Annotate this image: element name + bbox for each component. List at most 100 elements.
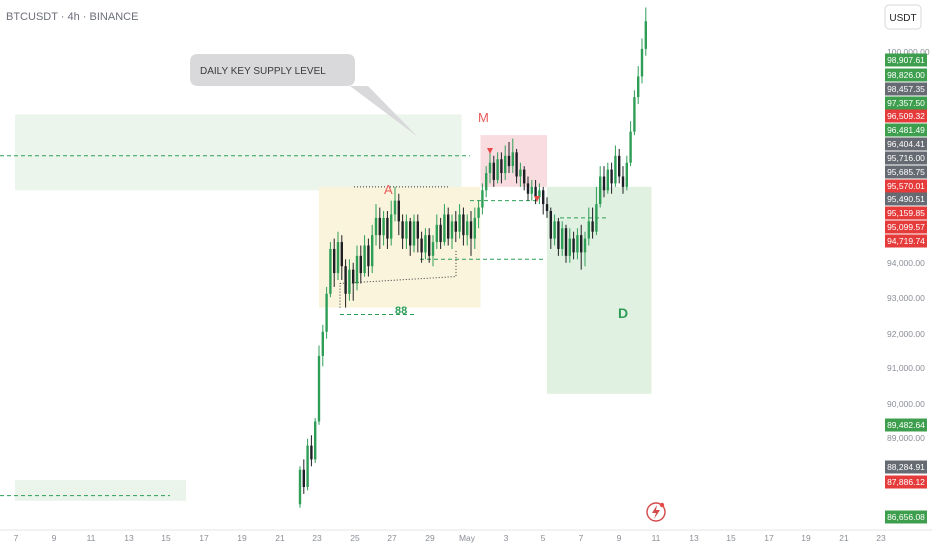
price-label-box [885,165,927,179]
candle-body [431,242,435,256]
candle-body [439,224,442,243]
candle-body [564,228,568,256]
candle-body [374,217,378,236]
candle-body [450,221,454,239]
supply-zone [15,114,462,191]
price-label: 98,457.35 [887,84,925,94]
y-tick-label: 93,000.00 [887,293,925,303]
candle-body [443,214,446,243]
label-d: D [618,305,628,321]
x-tick-label: 9 [617,533,622,543]
candle-body [359,255,362,274]
candle-body [336,242,340,274]
price-label-box [885,137,927,151]
price-label-box [885,460,927,474]
price-label: 95,159.85 [887,208,925,218]
y-tick-label: 89,000.00 [887,433,925,443]
x-tick-label: 21 [839,533,849,543]
x-tick-label: 15 [161,533,171,543]
down-marker [487,148,493,154]
candle-body [637,76,640,98]
candle-body [428,235,431,256]
price-label: 89,482.64 [887,420,925,430]
x-tick-label: 25 [350,533,360,543]
candle-body [473,217,476,239]
supply-callout: DAILY KEY SUPPLY LEVEL [190,54,418,137]
label-m: M [478,110,489,125]
candle-body [348,269,351,294]
candle-body [557,221,560,249]
candle-body [542,190,545,205]
candle-body [352,269,355,284]
distribution-zone [547,186,652,394]
candle-body [534,186,537,198]
candle-body [458,214,461,232]
candle-body [504,155,507,174]
price-label: 88,284.91 [887,462,925,472]
candle-body [405,221,408,239]
price-label-box [885,96,927,110]
candle-body [625,162,628,187]
candle-body [447,214,450,239]
x-tick-label: 23 [876,533,886,543]
candle-body [386,217,389,239]
candle-body [583,238,587,253]
candle-body [298,469,302,505]
x-tick-label: 7 [14,533,19,543]
candle-body [618,155,621,177]
candle-body [420,238,423,253]
candle-body [523,169,526,184]
down-marker [534,196,540,202]
candle-body [595,204,598,232]
candle-body [614,155,617,184]
currency-button[interactable]: USDT [884,4,922,30]
candle-body [325,293,328,332]
price-label: 96,404.41 [887,139,925,149]
candle-body [382,217,385,236]
candle-body [481,190,484,208]
candle-body [530,186,533,194]
x-tick-label: 7 [579,533,584,543]
symbol-title: BTCUSDT · 4h · BINANCE [6,11,138,23]
y-tick-label: 90,000.00 [887,399,925,409]
candle-body [310,445,313,460]
candle-body [587,221,590,239]
y-tick-label: 100,000.00 [887,47,930,57]
lower-zone [15,480,186,501]
price-label: 95,570.01 [887,181,925,191]
candle-body [568,238,571,256]
candle-body [416,221,419,239]
y-tick-label: 92,000.00 [887,329,925,339]
candle-body [314,421,317,460]
y-tick-label: 94,000.00 [887,258,925,268]
price-label-box [885,123,927,137]
candle-body [526,183,530,194]
candle-body [580,235,583,253]
candle-body [515,152,518,177]
x-tick-label: 11 [87,533,96,543]
candle-body [644,21,647,49]
x-tick-label: 11 [652,533,661,543]
candle-body [321,331,324,356]
candle-body [610,169,613,184]
candle-body [333,248,336,274]
zones-layer [15,114,652,501]
candle-body [412,221,416,246]
candle-body [549,211,552,239]
candle-body [621,176,625,187]
candle-body [511,152,514,167]
lightning-icon[interactable] [646,502,666,522]
price-label: 98,907.61 [887,55,925,65]
currency-label[interactable]: USDT [889,13,916,24]
price-label-box [885,192,927,206]
price-labels: 98,907.61 98,826.00 98,457.35 97,357.50 96,5… [885,53,927,524]
candle-body [519,169,522,177]
price-label-box [885,68,927,82]
candle-body [602,176,606,191]
candle-body [485,173,488,191]
label-a: A [384,182,393,197]
x-tick-label: 13 [689,533,699,543]
candle-body [469,221,473,239]
candle-body [538,190,541,198]
